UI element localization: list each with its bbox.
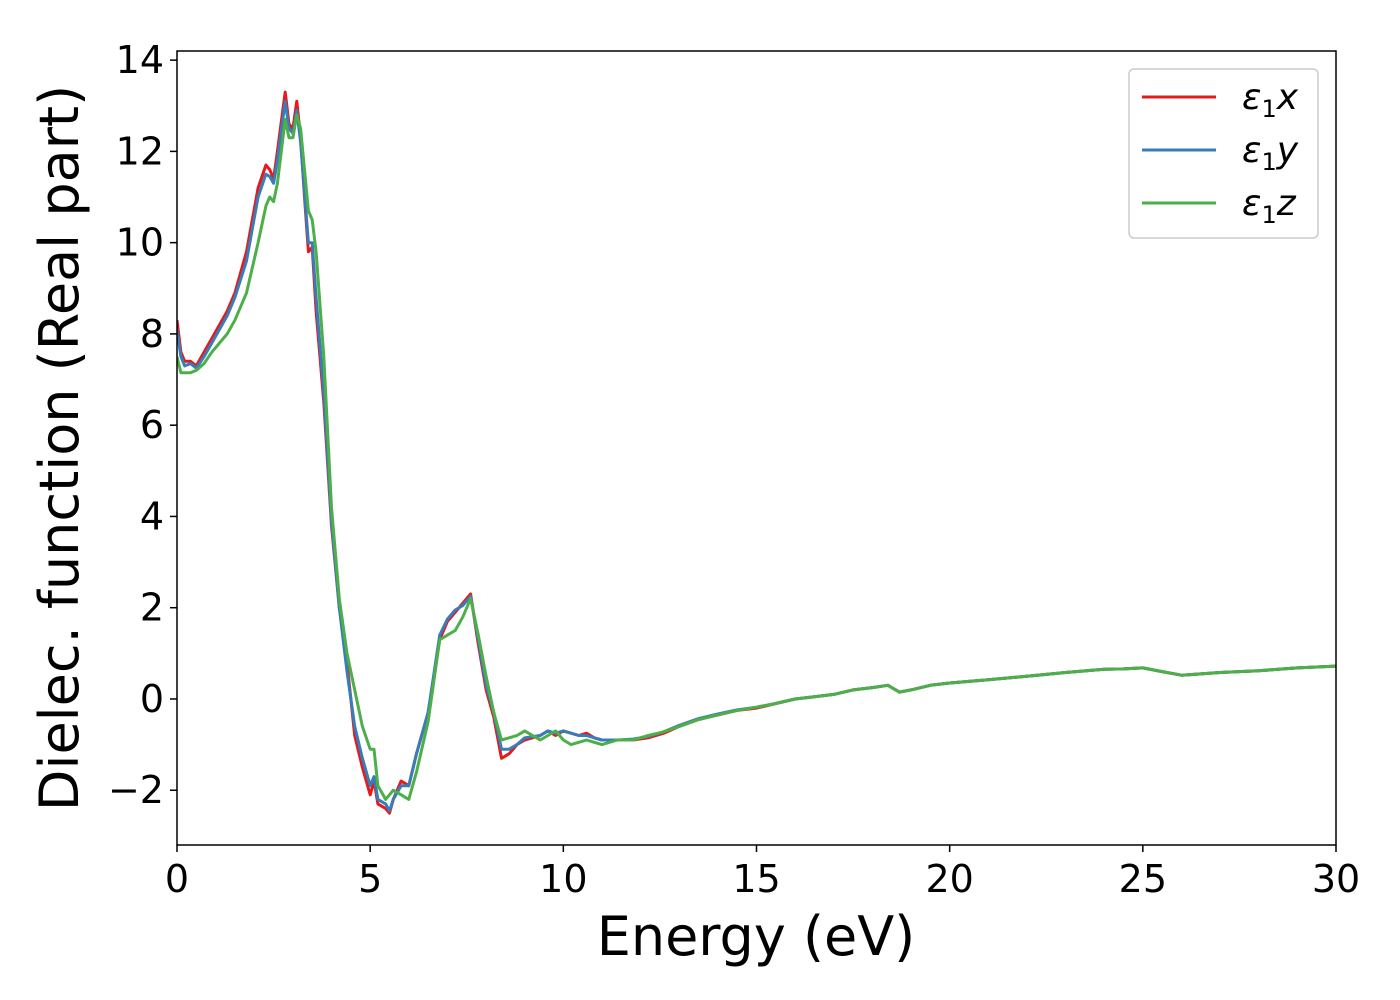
x-tick-label: 15: [732, 857, 780, 901]
legend-label-y: ε1y: [1242, 130, 1299, 176]
y-tick-label: 6: [140, 403, 164, 447]
x-axis-label: Energy (eV): [597, 905, 916, 968]
y-tick-label: 2: [140, 586, 164, 630]
legend-symbol: ε: [1242, 130, 1261, 171]
legend-label-z: ε1z: [1242, 183, 1297, 229]
legend-subscript: 1: [1261, 201, 1276, 229]
y-tick-label: −2: [108, 768, 164, 812]
y-tick-label: 14: [116, 38, 164, 82]
legend-label-x: ε1x: [1242, 77, 1299, 123]
x-tick-label: 10: [539, 857, 587, 901]
y-tick-label: 0: [140, 677, 164, 721]
x-axis: 0 5 10 15 20 25 30: [165, 845, 1360, 901]
legend-box: [1128, 68, 1319, 239]
legend-component: z: [1276, 183, 1297, 224]
y-axis: −2 0 2 4 6 8 10 12 14: [108, 38, 177, 812]
x-tick-label: 25: [1119, 857, 1167, 901]
x-tick-label: 30: [1312, 857, 1360, 901]
y-axis-label: Dielec. function (Real part): [28, 85, 91, 811]
legend-subscript: 1: [1261, 148, 1276, 176]
x-tick-label: 20: [925, 857, 973, 901]
y-tick-label: 10: [116, 221, 164, 265]
series-line-z: [177, 113, 1336, 801]
y-tick-label: 4: [140, 494, 164, 538]
series-layer: [177, 90, 1336, 815]
legend-symbol: ε: [1242, 77, 1261, 118]
x-tick-label: 0: [165, 857, 189, 901]
y-tick-label: 12: [116, 129, 164, 173]
legend-component: x: [1276, 77, 1299, 118]
legend-subscript: 1: [1261, 95, 1276, 123]
legend-symbol: ε: [1242, 183, 1261, 224]
y-tick-label: 8: [140, 312, 164, 356]
x-tick-label: 5: [358, 857, 382, 901]
legend-component: y: [1276, 130, 1299, 171]
